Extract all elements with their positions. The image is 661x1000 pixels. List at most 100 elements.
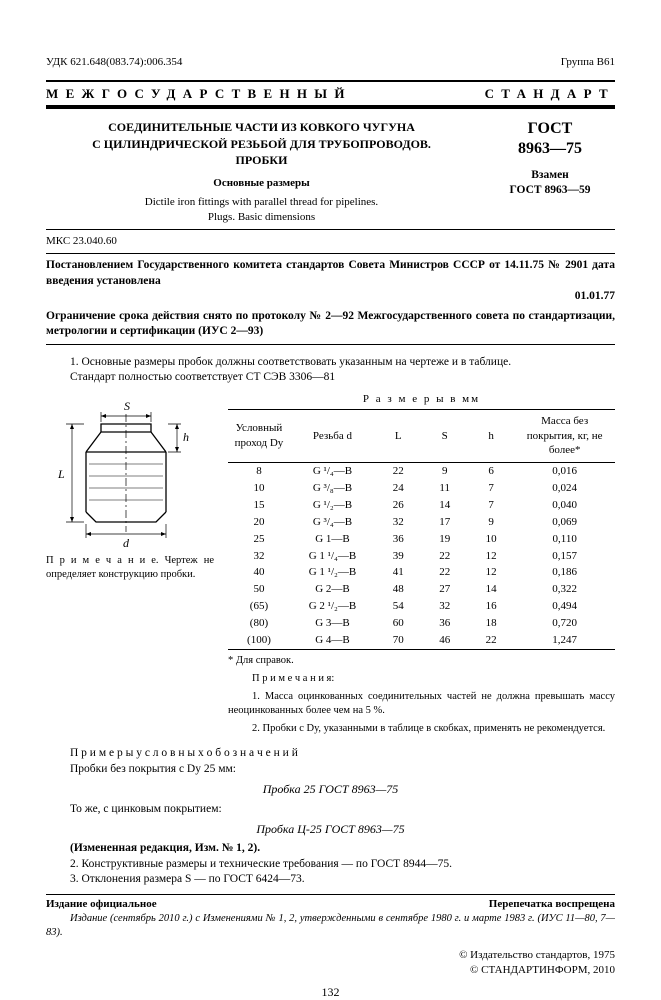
table-note-1: 1. Масса оцинкованных соединительных час…: [228, 690, 615, 718]
table-cell: 0,040: [514, 497, 615, 514]
table-cell: 0,016: [514, 463, 615, 480]
page: { "header": { "udk": "УДК 621.648(083.74…: [0, 0, 661, 936]
limitation-text: Ограничение срока действия снято по прот…: [46, 309, 615, 340]
table-header-row: Условный проход Dу Резьба d L S h Масса …: [228, 409, 615, 463]
example-2: Пробка Ц-25 ГОСТ 8963—75: [46, 821, 615, 837]
table-row: 15G ¹/₂—В261470,040: [228, 497, 615, 514]
table-cell: 41: [375, 564, 421, 581]
table-row: 32G 1 ¹/₄—В3922120,157: [228, 548, 615, 565]
effective-date: 01.01.77: [46, 289, 615, 305]
table-cell: 7: [468, 497, 514, 514]
subtitle-ru: Основные размеры: [46, 176, 477, 191]
title-ru-line2: С ЦИЛИНДРИЧЕСКОЙ РЕЗЬБОЙ ДЛЯ ТРУБОПРОВОД…: [46, 136, 477, 152]
table-cell: (100): [228, 632, 290, 649]
table-cell: 0,069: [514, 514, 615, 531]
table-cell: 10: [228, 480, 290, 497]
col-mass: Масса без покрытия, кг, не более*: [514, 409, 615, 463]
col-dy: Условный проход Dу: [228, 409, 290, 463]
rule: [46, 253, 615, 254]
clause-1b: Стандарт полностью соответствует СТ СЭВ …: [46, 370, 615, 386]
table-cell: 32: [375, 514, 421, 531]
col-thread: Резьба d: [290, 409, 375, 463]
table-row: 25G 1—В3619100,110: [228, 531, 615, 548]
table-cell: 19: [421, 531, 467, 548]
example-1: Пробка 25 ГОСТ 8963—75: [46, 781, 615, 797]
table-cell: 0,720: [514, 615, 615, 632]
table-cell: 32: [421, 598, 467, 615]
supersedes-label: Взамен: [485, 168, 615, 184]
drawing-svg: S h L d: [46, 392, 206, 550]
label-S: S: [124, 399, 130, 413]
table-cell: 0,024: [514, 480, 615, 497]
title-en-line1: Dictile iron fittings with parallel thre…: [46, 195, 477, 210]
table-cell: 50: [228, 581, 290, 598]
clause-1: 1. Основные размеры пробок должны соотве…: [46, 355, 615, 371]
table-cell: G ³/₄—В: [290, 514, 375, 531]
table-cell: 26: [375, 497, 421, 514]
table-cell: 14: [421, 497, 467, 514]
page-number: 132: [46, 984, 615, 1000]
table-cell: G 1—В: [290, 531, 375, 548]
col-S: S: [421, 409, 467, 463]
drawing-column: S h L d П р и м е ч а н и е. Чертеж не о…: [46, 392, 214, 737]
table-cell: 27: [421, 581, 467, 598]
official-edition: Издание официальное: [46, 897, 157, 912]
table-cell: (65): [228, 598, 290, 615]
table-cell: G ³/₈—В: [290, 480, 375, 497]
table-row: 10G ³/₈—В241170,024: [228, 480, 615, 497]
copyright-2: © СТАНДАРТИНФОРМ, 2010: [46, 963, 615, 978]
table-cell: G 2 ¹/₂—В: [290, 598, 375, 615]
figure-table-row: S h L d П р и м е ч а н и е. Чертеж не о…: [46, 392, 615, 737]
label-h: h: [183, 430, 189, 444]
table-cell: 60: [375, 615, 421, 632]
table-cell: G 3—В: [290, 615, 375, 632]
table-cell: 10: [468, 531, 514, 548]
table-row: 50G 2—В4827140,322: [228, 581, 615, 598]
label-d: d: [123, 536, 130, 550]
table-cell: 14: [468, 581, 514, 598]
copyright-1: © Издательство стандартов, 1975: [46, 948, 615, 963]
table-row: (100)G 4—В7046221,247: [228, 632, 615, 649]
title-en-line2: Plugs. Basic dimensions: [46, 210, 477, 225]
table-cell: 46: [421, 632, 467, 649]
clause-3: 3. Отклонения размера S — по ГОСТ 6424—7…: [46, 872, 615, 888]
title-ru-line3: ПРОБКИ: [46, 152, 477, 168]
table-cell: 48: [375, 581, 421, 598]
table-cell: G 2—В: [290, 581, 375, 598]
example-intro-2: То же, с цинковым покрытием:: [46, 802, 615, 818]
table-cell: 15: [228, 497, 290, 514]
table-row: 8G ¹/₄—В22960,016: [228, 463, 615, 480]
table-cell: G 4—В: [290, 632, 375, 649]
table-cell: G 1 ¹/₂—В: [290, 564, 375, 581]
table-cell: 0,186: [514, 564, 615, 581]
table-cell: 0,322: [514, 581, 615, 598]
table-cell: 39: [375, 548, 421, 565]
table-cell: 0,157: [514, 548, 615, 565]
table-cell: 36: [375, 531, 421, 548]
table-cell: 11: [421, 480, 467, 497]
table-cell: 17: [421, 514, 467, 531]
plug-drawing: S h L d: [46, 392, 206, 550]
table-cell: 16: [468, 598, 514, 615]
decree-text: Постановлением Государственного комитета…: [46, 258, 615, 289]
table-cell: 22: [375, 463, 421, 480]
udk-code: УДК 621.648(083.74):006.354: [46, 55, 182, 70]
top-meta-row: УДК 621.648(083.74):006.354 Группа В61: [46, 55, 615, 70]
table-cell: 1,247: [514, 632, 615, 649]
table-cell: 25: [228, 531, 290, 548]
label-L: L: [57, 467, 65, 481]
table-cell: G ¹/₄—В: [290, 463, 375, 480]
dimensions-table: Условный проход Dу Резьба d L S h Масса …: [228, 409, 615, 650]
title-ru-line1: СОЕДИНИТЕЛЬНЫЕ ЧАСТИ ИЗ КОВКОГО ЧУГУНА: [46, 119, 477, 135]
table-row: (65)G 2 ¹/₂—В5432160,494: [228, 598, 615, 615]
table-cell: G ¹/₂—В: [290, 497, 375, 514]
table-cell: 9: [421, 463, 467, 480]
table-column: Р а з м е р ы в мм Условный проход Dу Ре…: [228, 392, 615, 737]
changed-edition: (Измененная редакция, Изм. № 1, 2).: [46, 841, 615, 857]
gost-label: ГОСТ: [485, 119, 615, 138]
standard-banner: МЕЖГОСУДАРСТВЕННЫЙ СТАНДАРТ: [46, 80, 615, 110]
title-block: СОЕДИНИТЕЛЬНЫЕ ЧАСТИ ИЗ КОВКОГО ЧУГУНА С…: [46, 113, 615, 230]
table-cell: 0,494: [514, 598, 615, 615]
table-cell: 7: [468, 480, 514, 497]
table-cell: G 1 ¹/₄—В: [290, 548, 375, 565]
